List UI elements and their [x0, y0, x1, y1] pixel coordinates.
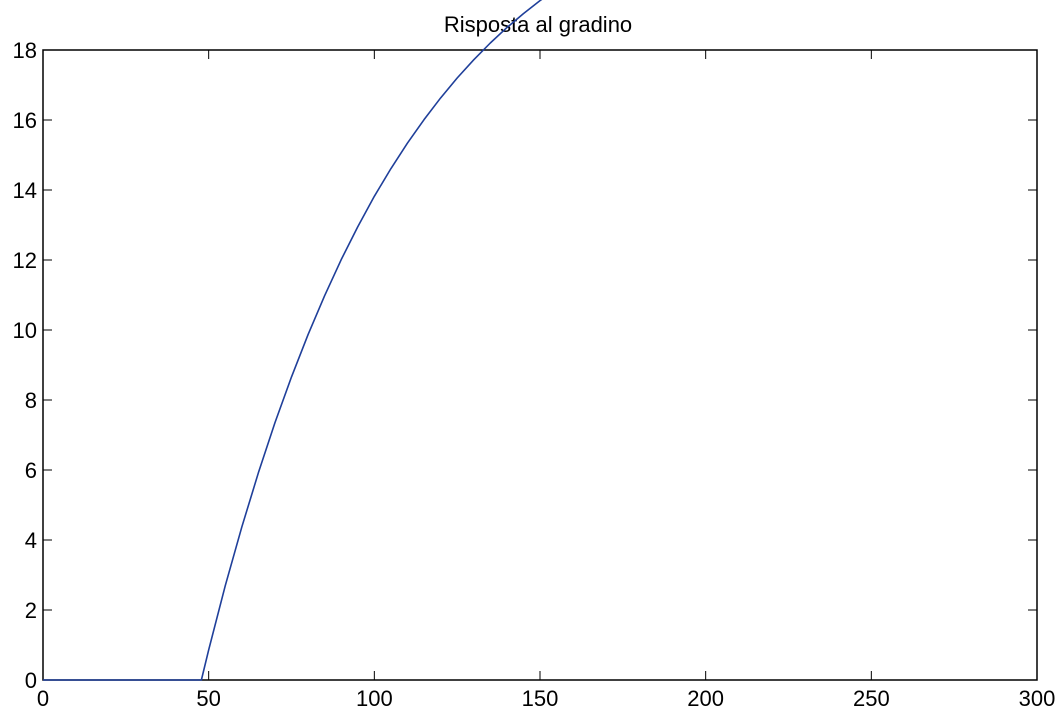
plot-frame [42, 49, 1038, 681]
x-tick-label: 0 [37, 686, 49, 710]
y-tick-label: 8 [25, 388, 37, 413]
y-tick-label: 0 [25, 668, 37, 693]
x-tick-label: 50 [196, 686, 220, 710]
y-tick-label: 16 [13, 108, 37, 133]
series-group [43, 0, 543, 681]
y-tick-label: 14 [13, 178, 37, 203]
y-tick-label: 6 [25, 458, 37, 483]
y-tick-label: 4 [25, 528, 37, 553]
x-tick-label: 250 [853, 686, 890, 710]
chart-title: Risposta al gradino [444, 12, 632, 37]
x-tick-label: 300 [1019, 686, 1056, 710]
y-tick-label: 18 [13, 38, 37, 63]
y-tick-label: 12 [13, 248, 37, 273]
x-tick-label: 200 [687, 686, 724, 710]
y-tick-label: 2 [25, 598, 37, 623]
axes: 0 50 100 150 200 250 300 0 2 4 6 8 10 12 14 16 18 [13, 38, 1056, 711]
y-tick-label: 10 [13, 318, 37, 343]
x-tick-label: 150 [522, 686, 559, 710]
x-tick-label: 100 [356, 686, 393, 710]
series-line [43, 0, 543, 681]
